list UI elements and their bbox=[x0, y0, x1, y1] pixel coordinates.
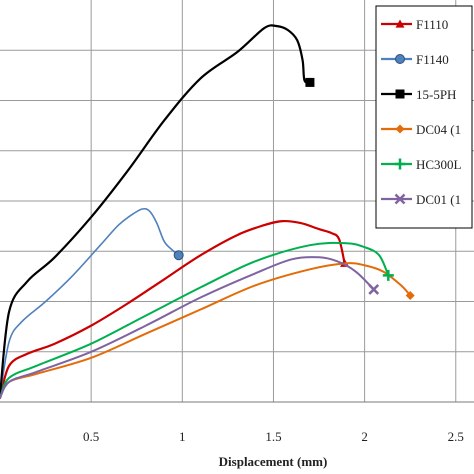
legend-box bbox=[375, 5, 473, 229]
series-marker-dc04-1 bbox=[405, 290, 415, 300]
plot-area bbox=[0, 24, 415, 400]
legend-items: F1110 F1140 15-5PH DC04 (1 HC300L DC01 (1 bbox=[381, 17, 462, 207]
legend-marker-hc300l bbox=[394, 158, 406, 170]
legend-marker-dc01-1 bbox=[394, 193, 406, 205]
x-tick-label: 2.5 bbox=[448, 429, 464, 444]
legend-marker-f1140 bbox=[395, 54, 405, 64]
legend-marker-15-5ph bbox=[395, 89, 405, 99]
x-tick-label: 1.5 bbox=[265, 429, 281, 444]
series-marker-hc300l bbox=[382, 269, 394, 281]
legend-label-dc01-1: DC01 (1 bbox=[416, 192, 461, 207]
series-marker-f1140 bbox=[173, 250, 184, 261]
x-tick-label: 2 bbox=[361, 429, 368, 444]
legend-label-dc04-1: DC04 (1 bbox=[416, 122, 461, 137]
x-tick-label: 0.5 bbox=[83, 429, 99, 444]
series-line-f1110 bbox=[0, 219, 346, 400]
series-line-dc01-1 bbox=[0, 256, 375, 399]
legend-marker-f1110 bbox=[395, 19, 405, 28]
legend-label-f1110: F1110 bbox=[416, 17, 448, 32]
x-tick-label: 1 bbox=[179, 429, 186, 444]
legend: F1110 F1140 15-5PH DC04 (1 HC300L DC01 (1 bbox=[375, 5, 473, 229]
legend-label-hc300l: HC300L bbox=[416, 157, 462, 172]
legend-label-f1140: F1140 bbox=[416, 52, 449, 67]
series-line-dc04-1 bbox=[0, 262, 412, 399]
series-line-hc300l bbox=[0, 241, 390, 399]
x-axis-title: Displacement (mm) bbox=[219, 454, 328, 469]
series-marker-15-5ph bbox=[305, 77, 315, 87]
series-line-f1140 bbox=[0, 207, 180, 397]
series-marker-dc01-1 bbox=[368, 284, 380, 295]
series-line-15-5ph bbox=[0, 24, 311, 398]
x-axis-ticks: 0.5 1 1.5 2 2.5 bbox=[83, 429, 464, 444]
legend-marker-dc04-1 bbox=[395, 124, 405, 134]
legend-label-15-5ph: 15-5PH bbox=[416, 87, 456, 102]
